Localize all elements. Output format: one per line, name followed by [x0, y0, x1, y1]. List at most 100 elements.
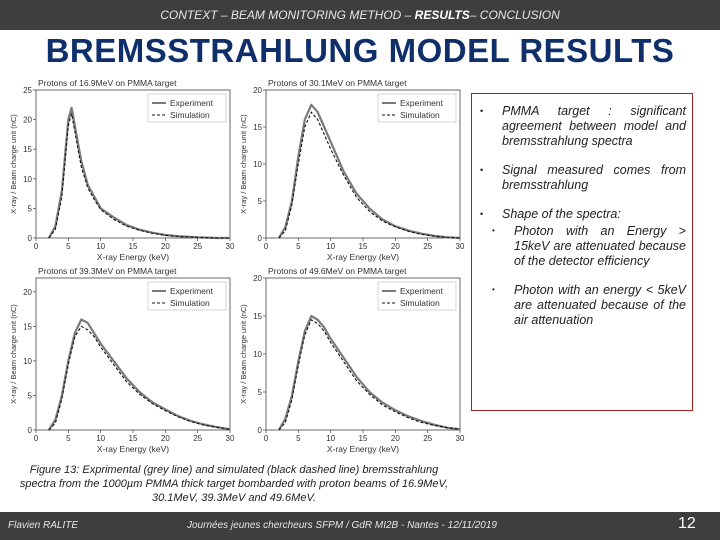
x-tick-label: 10	[96, 434, 105, 443]
x-tick-label: 10	[326, 242, 335, 251]
x-tick-label: 5	[296, 242, 301, 251]
legend-simulation-label: Simulation	[170, 298, 210, 308]
spectrum-plot-30-1mev: Protons of 30.1MeV on PMMA target 0 5 10 15 2…	[238, 76, 466, 264]
header-bar: CONTEXT – BEAM MONITORING METHOD – RESUL…	[0, 0, 720, 30]
y-tick-label: 5	[28, 204, 33, 213]
spectrum-plot-39-3mev: Protons of 39.3MeV on PMMA target 0 5 10 15 2…	[8, 264, 236, 456]
x-tick-label: 0	[34, 242, 39, 251]
sub-bullet-text: Photon with an Energy > 15keV are attenu…	[514, 224, 686, 268]
experiment-series-line	[277, 314, 461, 431]
bullet-icon: •	[480, 106, 484, 116]
y-axis-label: X-ray / Beam charge unit (nC)	[9, 304, 18, 404]
y-tick-label: 0	[258, 426, 263, 435]
y-axis-label: X-ray / Beam charge unit (nC)	[239, 304, 248, 404]
y-tick-label: 15	[23, 145, 32, 154]
legend-experiment-label: Experiment	[400, 98, 444, 108]
figure-caption: Figure 13: Exprimental (grey line) and s…	[19, 464, 449, 504]
legend-simulation-label: Simulation	[170, 110, 210, 120]
legend-simulation-label: Simulation	[400, 110, 440, 120]
y-tick-label: 20	[23, 288, 32, 297]
chart-title: Protons of 16.9MeV on PMMA target	[38, 78, 177, 88]
header-context-prefix: CONTEXT – BEAM MONITORING METHOD –	[160, 8, 415, 22]
y-tick-label: 15	[23, 322, 32, 331]
sub-bullet-icon: •	[492, 226, 495, 235]
spectrum-plot-49-6mev: Protons of 49.6MeV on PMMA target 0 5 10 15 2…	[238, 264, 466, 456]
y-tick-label: 20	[23, 116, 32, 125]
y-axis-label: X-ray / Beam charge unit (nC)	[9, 114, 18, 214]
simulation-series-line	[48, 325, 231, 431]
legend-box	[377, 281, 457, 311]
slide-title: BREMSSTRAHLUNG MODEL RESULTS	[45, 32, 675, 69]
y-tick-label: 10	[253, 160, 262, 169]
bullet-item: • PMMA target : significant agreement bet…	[480, 104, 686, 149]
legend-box	[147, 93, 227, 123]
y-tick-label: 0	[28, 426, 33, 435]
x-tick-label: 15	[359, 242, 368, 251]
bullet-item: • Shape of the spectra: • Photon with an E…	[480, 207, 686, 328]
x-tick-label: 15	[359, 434, 368, 443]
experiment-series-line	[277, 103, 461, 240]
findings-box: • PMMA target : significant agreement bet…	[471, 93, 693, 411]
chart-title: Protons of 39.3MeV on PMMA target	[38, 266, 177, 276]
x-axis-label: X-ray Energy (keV)	[327, 444, 399, 454]
y-tick-label: 20	[253, 86, 262, 95]
x-tick-label: 30	[456, 434, 465, 443]
legend-experiment-label: Experiment	[400, 286, 444, 296]
y-tick-label: 10	[253, 350, 262, 359]
y-tick-label: 5	[28, 391, 33, 400]
y-tick-label: 20	[253, 274, 262, 283]
y-tick-label: 15	[253, 123, 262, 132]
x-tick-label: 30	[456, 242, 465, 251]
y-tick-label: 10	[23, 357, 32, 366]
y-tick-label: 0	[258, 234, 263, 243]
x-tick-label: 5	[296, 434, 301, 443]
footer-bar: Flavien RALITE Journées jeunes chercheur…	[0, 512, 720, 540]
simulation-series-line	[278, 319, 461, 431]
x-tick-label: 5	[66, 242, 71, 251]
chart-title: Protons of 30.1MeV on PMMA target	[268, 78, 407, 88]
y-tick-label: 0	[28, 234, 33, 243]
x-tick-label: 20	[161, 434, 170, 443]
legend-experiment-label: Experiment	[170, 98, 214, 108]
x-tick-label: 30	[226, 434, 235, 443]
x-tick-label: 25	[423, 242, 432, 251]
bullet-text: Signal measured comes from bremsstrahlun…	[502, 163, 686, 192]
x-tick-label: 20	[391, 242, 400, 251]
x-tick-label: 10	[326, 434, 335, 443]
x-tick-label: 30	[226, 242, 235, 251]
y-tick-label: 15	[253, 312, 262, 321]
x-tick-label: 5	[66, 434, 71, 443]
chart-title: Protons of 49.6MeV on PMMA target	[268, 266, 407, 276]
spectrum-plot-16-9mev: Protons of 16.9MeV on PMMA target 0 5 10 15 2…	[8, 76, 236, 264]
legend-box	[377, 93, 457, 123]
y-tick-label: 5	[258, 388, 263, 397]
x-tick-label: 20	[161, 242, 170, 251]
bullet-icon: •	[480, 165, 484, 175]
header-context-suffix: – CONCLUSION	[469, 8, 560, 22]
y-tick-label: 5	[258, 197, 263, 206]
bullet-text: Shape of the spectra:	[502, 207, 621, 221]
legend-experiment-label: Experiment	[170, 286, 214, 296]
sub-bullet-icon: •	[492, 285, 495, 294]
x-axis-label: X-ray Energy (keV)	[97, 252, 169, 262]
header-current-section: RESULTS	[414, 8, 470, 22]
footer-conference: Journées jeunes chercheurs SFPM / GdR MI…	[187, 520, 497, 531]
simulation-series-line	[48, 113, 230, 239]
x-axis-label: X-ray Energy (keV)	[327, 252, 399, 262]
experiment-series-line	[47, 318, 231, 431]
bullet-text: PMMA target : significant agreement betw…	[502, 104, 686, 148]
x-tick-label: 15	[129, 434, 138, 443]
legend-box	[147, 281, 227, 311]
x-tick-label: 0	[34, 434, 39, 443]
bullet-icon: •	[480, 209, 484, 219]
x-tick-label: 0	[264, 242, 269, 251]
sub-bullet-item: • Photon with an Energy > 15keV are atten…	[492, 224, 686, 269]
y-tick-label: 25	[23, 86, 32, 95]
x-tick-label: 15	[129, 242, 138, 251]
footer-author: Flavien RALITE	[8, 520, 79, 531]
x-tick-label: 25	[193, 242, 202, 251]
simulation-series-line	[278, 111, 461, 239]
y-tick-label: 10	[23, 175, 32, 184]
x-tick-label: 25	[423, 434, 432, 443]
bullet-item: • Signal measured comes from bremsstrahlu…	[480, 163, 686, 193]
